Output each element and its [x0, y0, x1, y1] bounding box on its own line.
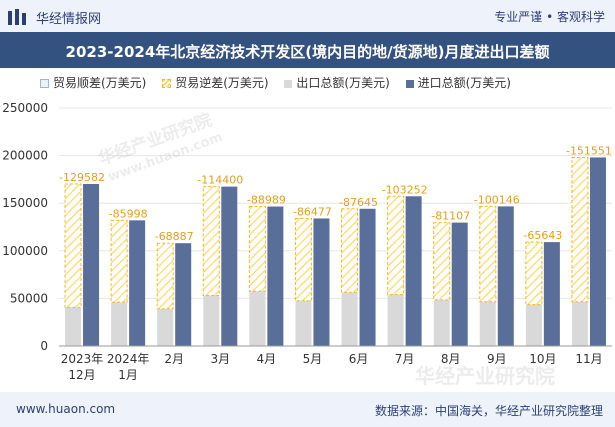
x-tick-label: 9月 — [487, 352, 507, 366]
footer-source: 数据来源：中国海关，华经产业研究院整理 — [374, 404, 603, 418]
y-tick-label: 150000 — [2, 196, 48, 210]
slogan: 专业严谨 • 客观科学 — [494, 10, 605, 24]
legend-deficit: 贸易逆差(万美元) — [162, 74, 269, 91]
x-tick-label: 2024年 — [107, 352, 150, 366]
deficit-bar — [525, 241, 543, 306]
legend-deficit-label: 贸易逆差(万美元) — [175, 76, 269, 90]
deficit-bar — [433, 222, 451, 301]
deficit-value-label: -65643 — [523, 229, 562, 242]
export-swatch-icon — [284, 79, 293, 88]
export-bar — [341, 292, 358, 346]
legend-import-label: 进口总额(万美元) — [417, 76, 511, 90]
deficit-bar — [64, 183, 82, 308]
x-tick-label: 2月 — [164, 352, 184, 366]
x-tick-label: 8月 — [441, 352, 461, 366]
deficit-value-label: -86477 — [293, 205, 332, 218]
deficit-value-label: -129582 — [59, 171, 105, 184]
deficit-value-label: -88989 — [247, 194, 286, 207]
x-tick-label: 5月 — [303, 352, 323, 366]
surplus-swatch-icon — [40, 79, 49, 88]
import-bar — [313, 218, 330, 346]
x-tick-label: 10月 — [529, 352, 556, 366]
site-name: 华经情报网 — [36, 12, 102, 27]
x-tick-label: 3月 — [210, 352, 230, 366]
x-tick-label: 11月 — [575, 352, 602, 366]
top-bar: 华经情报网 专业严谨 • 客观科学 — [0, 0, 615, 32]
footer-url[interactable]: www.huaon.com — [16, 402, 116, 416]
x-tick-label: 4月 — [257, 352, 277, 366]
deficit-value-label: -114400 — [197, 174, 243, 187]
deficit-value-label: -85998 — [109, 207, 148, 220]
title-bar: 2023-2024年北京经济技术开发区(境内目的地/货源地)月度进出口差额 — [0, 32, 615, 68]
export-bar — [157, 308, 174, 346]
import-bar — [543, 242, 560, 346]
export-bar — [295, 300, 312, 346]
x-tick-label: 1月 — [118, 368, 138, 382]
deficit-bar — [248, 206, 266, 292]
deficit-bar — [156, 242, 174, 310]
deficit-value-label: -151551 — [566, 144, 612, 157]
import-bar — [359, 208, 376, 346]
x-tick-label: 7月 — [395, 352, 415, 366]
export-bar — [571, 301, 588, 346]
deficit-bar — [294, 217, 312, 302]
export-bar — [525, 304, 542, 346]
deficit-value-label: -100146 — [474, 193, 520, 206]
legend-export: 出口总额(万美元) — [284, 74, 390, 91]
footer: www.huaon.com 数据来源：中国海关，华经产业研究院整理 — [0, 392, 615, 427]
export-bar — [387, 294, 404, 346]
import-bar — [221, 186, 238, 346]
export-bar — [479, 301, 496, 346]
deficit-bar — [571, 156, 589, 303]
deficit-value-label: -87645 — [339, 196, 378, 209]
legend-export-label: 出口总额(万美元) — [296, 76, 390, 90]
chart-title: 2023-2024年北京经济技术开发区(境内目的地/货源地)月度进出口差额 — [65, 43, 550, 61]
legend-surplus: 贸易顺差(万美元) — [40, 74, 146, 91]
deficit-swatch-icon — [162, 79, 172, 88]
import-bar — [267, 206, 284, 346]
y-tick-label: 100000 — [2, 244, 48, 258]
export-bar — [65, 307, 82, 346]
y-tick-label: 0 — [40, 339, 48, 353]
deficit-value-label: -81107 — [431, 210, 470, 223]
logo-icon — [8, 9, 26, 25]
legend-import: 进口总额(万美元) — [405, 74, 511, 91]
export-bar — [249, 291, 266, 346]
export-bar — [111, 302, 128, 346]
legend-surplus-label: 贸易顺差(万美元) — [53, 76, 147, 90]
import-bar — [497, 206, 514, 346]
deficit-bar — [202, 186, 220, 297]
y-tick-label: 200000 — [2, 149, 48, 163]
deficit-value-label: -68887 — [155, 230, 194, 243]
y-tick-label: 50000 — [10, 291, 48, 305]
import-bar — [405, 196, 422, 346]
import-swatch-icon — [405, 79, 414, 88]
deficit-bar — [387, 195, 405, 296]
x-tick-label: 2023年 — [61, 352, 104, 366]
import-bar — [589, 157, 606, 346]
deficit-value-label: -103252 — [382, 183, 428, 196]
deficit-bar — [110, 219, 128, 303]
export-bar — [203, 295, 220, 346]
import-bar — [175, 243, 192, 346]
legend: 贸易顺差(万美元) 贸易逆差(万美元) 出口总额(万美元) 进口总额(万美元) — [40, 74, 523, 96]
watermark: 华经产业研究院 — [415, 364, 555, 388]
x-tick-label: 6月 — [349, 352, 369, 366]
deficit-bar — [479, 205, 497, 303]
import-bar — [129, 220, 146, 346]
import-bar — [451, 222, 468, 346]
deficit-bar — [341, 208, 359, 293]
export-bar — [433, 299, 450, 346]
x-tick-label: 12月 — [68, 368, 95, 382]
y-tick-label: 250000 — [2, 101, 48, 115]
import-bar — [83, 183, 100, 346]
